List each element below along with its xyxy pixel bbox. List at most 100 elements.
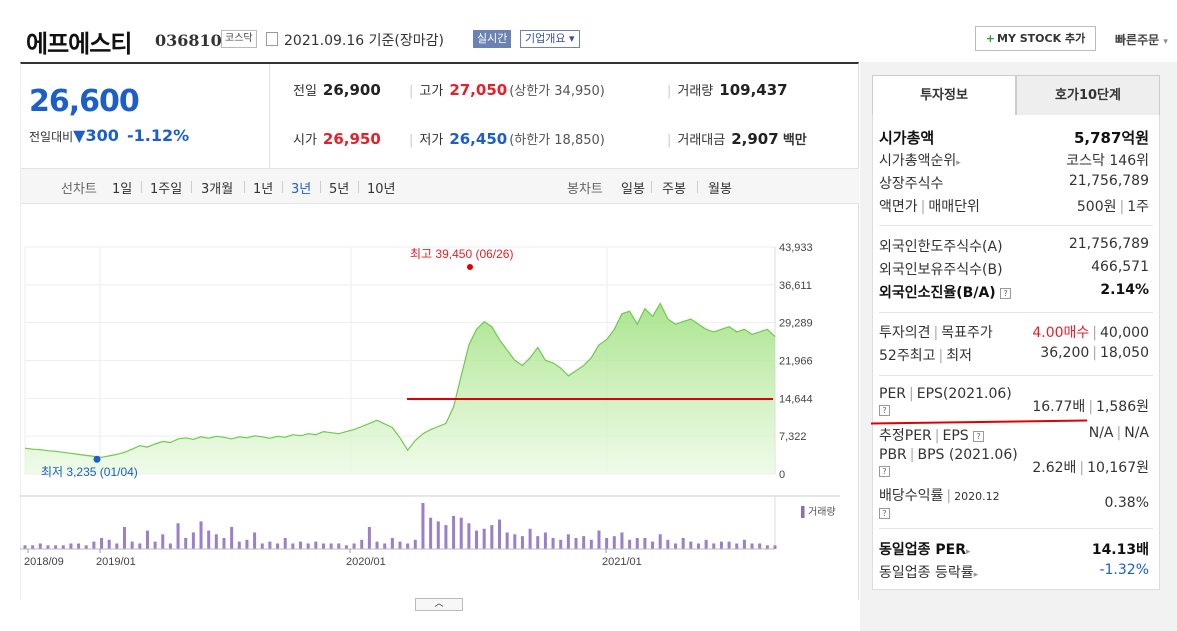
volume-bar [77,543,81,549]
document-icon [266,32,278,46]
chevron-right-icon: ▸ [973,570,979,580]
volume-bar [597,530,601,549]
industry-rate-label[interactable]: 동일업종 등락률 [879,565,974,581]
target-label: 목표주가 [941,325,993,341]
plus-icon: + [985,32,996,45]
line-chart-label: 선차트 [61,182,97,197]
volume-bar [436,521,440,549]
period-1w[interactable]: 1주일 [150,182,183,197]
volume-bar [742,539,746,549]
divider: | [667,133,672,148]
prev-close-label: 전일 [293,84,317,99]
volume-bar [122,526,126,549]
max-point [467,264,473,270]
x-tick-label: 2019/01 [96,556,136,568]
volume-bar [520,536,524,549]
tab-invest-info[interactable]: 투자정보 [872,75,1016,116]
market-badge: 코스닥 [221,30,257,48]
volume-bar [719,541,723,549]
price-chart[interactable]: 최고 39,450 (06/26) 최저 3,235 (01/04) 43,93… [20,231,840,576]
open-price: 시가 26,950 [293,129,381,148]
volume-bar [505,532,509,549]
dividend-value: 0.38% [1104,495,1149,511]
candle-weekly[interactable]: 주봉 [662,182,686,197]
volume-bar [773,545,777,549]
market-cap-row: 시가총액 5,787억원 [879,127,1149,148]
help-icon[interactable]: ? [879,404,890,416]
collapse-chart-button[interactable]: ︿ [415,598,463,611]
help-icon[interactable]: ? [973,430,985,442]
dividend-date: 2020.12 [954,490,1000,503]
volume: | 거래량 109,437 [667,80,788,99]
est-eps-label: EPS [942,428,969,444]
low-value: 26,450 [449,130,508,148]
period-1y[interactable]: 1년 [253,182,274,197]
price-line [24,302,776,458]
volume-bar [758,543,762,549]
max-label: 최고 39,450 (06/26) [410,247,513,261]
stock-code: 036810 [155,31,222,50]
volume-bar [161,534,165,549]
foreign-hold-row: 외국인보유주식수(B) 466,571 [879,259,1149,279]
est-per-row: 추정PER | EPS ? N/A | N/A [879,425,1149,444]
volume-bar [191,532,195,549]
period-3y[interactable]: 3년 [291,182,312,197]
volume-bar [635,537,639,549]
industry-per-label[interactable]: 동일업종 PER [879,542,966,558]
realtime-button[interactable]: 실시간 [473,30,512,48]
divider: | [667,84,672,99]
mystock-add-button[interactable]: + MY STOCK 추가 [975,26,1096,51]
candle-monthly[interactable]: 월봉 [708,182,732,197]
company-overview-dropdown[interactable]: 기업개요 ▾ [520,30,580,48]
volume-bar [666,539,670,549]
volume-bar [283,537,287,549]
period-10y[interactable]: 10년 [367,182,396,197]
foreign-hold-label: 외국인보유주식수(B) [879,262,1003,278]
change-label: 전일대비 [29,130,74,144]
candle-chart-label: 봉차트 [567,182,603,197]
help-icon[interactable]: ? [879,465,890,477]
chevron-right-icon: ▸ [966,547,971,557]
volume-bar [100,537,104,549]
volume-bar [566,534,570,549]
volume-bar [214,534,218,549]
period-3m[interactable]: 3개월 [201,182,234,197]
candle-daily[interactable]: 일봉 [621,182,645,197]
volume-bar [207,530,211,549]
divider [879,312,1153,313]
volume-bar [46,545,50,549]
min-point [93,455,101,463]
volume-bar [268,541,272,549]
par-label: 액면가 [879,199,918,215]
pbr-row: PBR | BPS (2021.06)? 2.62배 | 10,167원 [879,447,1149,477]
volume-bar [260,543,264,549]
period-5y[interactable]: 5년 [329,182,350,197]
quick-order-dropdown[interactable]: 빠른주문 ▾ [1115,31,1168,48]
period-1d[interactable]: 1일 [112,182,133,197]
volume-bar [168,543,172,549]
est-per-label: 추정PER [879,428,932,444]
industry-rate-value: -1.32% [1099,562,1149,578]
per-values: 16.77배 | 1,586원 [1032,399,1149,415]
open-label: 시가 [293,133,317,148]
shares-label: 상장주식수 [879,176,944,192]
w52-low-label: 최저 [946,348,972,364]
tab-orderbook[interactable]: 호가10단계 [1016,75,1160,116]
trade-unit-label: 매매단위 [928,199,980,215]
volume-bar [543,532,547,549]
amount-unit: 백만 [782,133,807,148]
bps-label: BPS (2021.06) [917,447,1018,463]
volume-bar [299,541,303,549]
help-icon[interactable]: ? [879,507,890,519]
market-cap-rank-label[interactable]: 시가총액순위 [879,153,957,169]
volume-bar [321,543,325,549]
volume-bar [184,537,188,549]
volume-bar [54,545,58,549]
min-label: 최저 3,235 (01/04) [41,465,138,479]
open-value: 26,950 [322,130,381,148]
low-label: 저가 [419,133,444,148]
chevron-down-icon: ▾ [568,32,575,45]
volume-bar [291,543,295,549]
help-icon[interactable]: ? [1000,287,1012,299]
volume-bar [712,543,716,549]
